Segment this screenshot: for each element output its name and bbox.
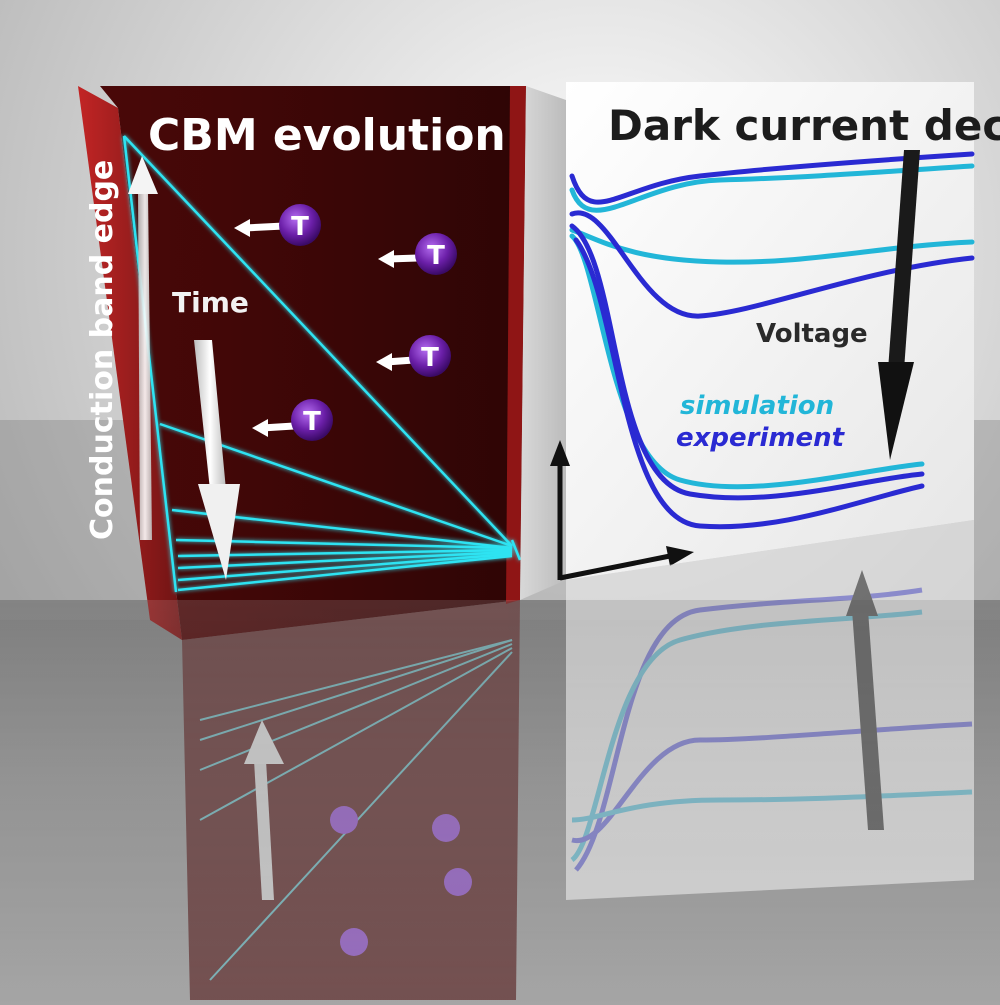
dc-title: Dark current decay bbox=[608, 101, 1000, 150]
trap-1-icon bbox=[279, 204, 321, 246]
dc-box-side bbox=[520, 86, 566, 600]
trap-1-symbol: T bbox=[291, 212, 309, 242]
exp-curve-4 bbox=[573, 237, 925, 530]
voltage-arrow bbox=[878, 150, 920, 460]
voltage-arrow-head bbox=[878, 362, 914, 460]
band-line-end bbox=[510, 539, 522, 561]
trap-1-arrow bbox=[243, 222, 285, 232]
trap-3-icon bbox=[409, 335, 451, 377]
trap-4-symbol: T bbox=[303, 407, 321, 437]
dark-current-box: Dark current decay Voltage simulation ex… bbox=[520, 82, 1000, 600]
trap-1-arrow-head bbox=[234, 219, 250, 237]
band-line-4 bbox=[175, 538, 513, 550]
band-line-5 bbox=[177, 548, 513, 558]
trap-4-icon bbox=[291, 399, 333, 441]
time-arrow bbox=[194, 340, 240, 580]
cbe-arrow-head bbox=[128, 156, 158, 194]
cbe-arrow-shaft bbox=[138, 190, 152, 540]
dc-axes bbox=[550, 440, 694, 581]
exp-curve-3 bbox=[569, 223, 925, 501]
y-axis-head bbox=[550, 440, 570, 466]
trap-3-arrow-head bbox=[376, 353, 392, 371]
trap-3: T bbox=[376, 335, 451, 377]
trap-2-symbol: T bbox=[427, 241, 445, 271]
band-line-7 bbox=[177, 552, 513, 582]
cbm-title: CBM evolution bbox=[148, 110, 506, 161]
trap-2-icon bbox=[415, 233, 457, 275]
trap-4-arrow-head bbox=[252, 419, 268, 437]
trap-3-symbol: T bbox=[421, 343, 439, 373]
dc-box-front bbox=[566, 82, 974, 580]
exp-curve-2 bbox=[569, 210, 975, 319]
cbm-box-edge bbox=[506, 86, 526, 604]
voltage-arrow-shaft bbox=[888, 150, 920, 370]
trap-4: T bbox=[252, 399, 333, 441]
floor-sheen bbox=[0, 600, 1000, 1005]
x-axis-head bbox=[666, 546, 694, 566]
cbe-axis: Conduction band edge bbox=[85, 156, 158, 540]
cbm-box-side bbox=[78, 86, 182, 640]
time-arrow-head bbox=[198, 484, 240, 580]
time-label: Time bbox=[172, 286, 249, 319]
band-line-1 bbox=[123, 135, 513, 547]
trap-2: T bbox=[378, 233, 457, 275]
cbe-label: Conduction band edge bbox=[85, 160, 120, 540]
cbm-box: CBM evolution Time T T T bbox=[78, 86, 526, 640]
legend-experiment: experiment bbox=[676, 423, 846, 453]
voltage-label: Voltage bbox=[756, 319, 868, 349]
trap-1: T bbox=[234, 204, 321, 246]
band-line-8 bbox=[177, 554, 513, 592]
legend-simulation: simulation bbox=[680, 391, 834, 421]
band-edge-left bbox=[122, 135, 178, 593]
sim-curve-3 bbox=[569, 233, 925, 490]
sim-curve-1 bbox=[569, 163, 975, 213]
time-arrow-shaft bbox=[194, 340, 226, 490]
trap-2-arrow-head bbox=[378, 250, 394, 268]
band-line-6 bbox=[177, 550, 513, 570]
x-axis bbox=[559, 553, 671, 581]
exp-curve-1 bbox=[569, 151, 975, 205]
